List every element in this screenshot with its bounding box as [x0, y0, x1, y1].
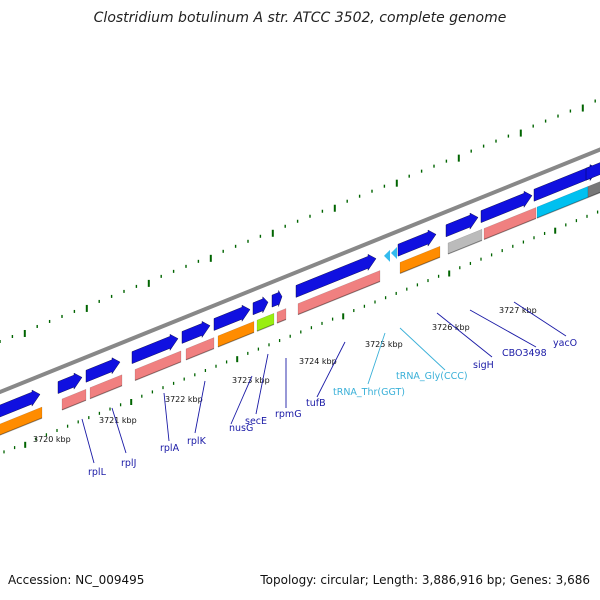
scale-labels: 3720 kbp 3721 kbp 3722 kbp 3723 kbp 3724 kbp…	[33, 306, 537, 444]
cds-feature	[185, 337, 215, 361]
gene-label: yacO	[553, 338, 577, 349]
cds-edge	[89, 385, 123, 400]
gene-label: rplA	[160, 443, 180, 454]
scale-label: 3722 kbp	[165, 395, 203, 404]
callout-line	[436, 312, 493, 358]
cds-edge	[447, 239, 483, 255]
cds-edge	[217, 331, 255, 348]
cds-feature	[213, 304, 251, 331]
cds-edge	[0, 417, 43, 436]
cds-feature	[447, 228, 483, 255]
trna-feature	[391, 247, 397, 260]
callout-line	[316, 341, 346, 398]
cds-feature	[271, 289, 283, 308]
cds-feature	[445, 212, 479, 238]
cds-edge	[61, 399, 87, 411]
cds-edge	[587, 191, 600, 198]
callout-line	[81, 418, 95, 464]
cds-feature	[89, 374, 123, 399]
accession-text: Accession: NC_009495	[8, 573, 145, 587]
cds-feature	[276, 308, 287, 324]
cds-feature	[480, 190, 533, 223]
gene-label: tRNA_Gly(CCC)	[396, 371, 468, 382]
cds-feature	[297, 270, 381, 315]
cds-feature	[181, 321, 211, 344]
backbone-line	[0, 147, 600, 395]
gene-label: CBO3498	[502, 348, 547, 359]
map-title: Clostridium botulinum A str. ATCC 3502, …	[93, 10, 507, 26]
trna-feature	[384, 249, 390, 262]
cds-feature	[399, 245, 441, 274]
callout-line	[194, 380, 206, 434]
callout-line	[469, 309, 537, 348]
cds-feature	[483, 207, 537, 240]
callout-line	[367, 332, 386, 385]
cds-edge	[536, 196, 589, 219]
cds-feature	[587, 181, 600, 198]
scale-tick-row	[3, 210, 599, 454]
cds-edge	[134, 361, 182, 382]
callout-line	[111, 407, 127, 454]
cds-feature	[295, 253, 377, 298]
topology-summary: Topology: circular; Length: 3,886,916 bp…	[260, 573, 590, 587]
cds-feature	[585, 162, 600, 181]
cds-feature	[0, 389, 41, 418]
reverse-strand-track	[0, 181, 600, 436]
cds-feature	[217, 321, 255, 348]
gene-label: rplL	[88, 467, 107, 478]
cds-edge	[185, 347, 215, 361]
callout-line	[255, 353, 269, 415]
gene-label: secE	[245, 416, 267, 427]
genome-backbone	[0, 147, 600, 395]
forward-strand-track	[0, 162, 600, 418]
callout-line	[399, 327, 446, 371]
cds-feature	[61, 388, 87, 411]
scale-label: 3721 kbp	[99, 416, 137, 425]
cds-feature	[256, 313, 275, 332]
scale-label: 3726 kbp	[432, 323, 470, 332]
scale-label: 3723 kbp	[232, 376, 270, 385]
cds-edge	[256, 323, 275, 332]
scale-label: 3724 kbp	[299, 357, 337, 366]
scale-label: 3720 kbp	[33, 435, 71, 444]
gene-label: tufB	[306, 398, 326, 409]
cds-edge	[399, 256, 441, 274]
gene-label: tRNA_Thr(GGT)	[333, 387, 405, 398]
cds-edge	[483, 217, 537, 241]
gene-label: rplJ	[121, 458, 136, 469]
cds-feature	[0, 406, 43, 436]
callout-line	[163, 392, 170, 442]
gene-label: nusG	[229, 423, 253, 434]
gene-label: rpmG	[275, 409, 302, 420]
cds-feature	[252, 296, 269, 316]
cds-edge	[297, 280, 381, 316]
scale-label: 3727 kbp	[499, 306, 537, 315]
cds-edge	[276, 318, 287, 324]
gene-label: sigH	[473, 360, 494, 371]
cds-feature	[131, 333, 179, 364]
cds-feature	[134, 350, 182, 381]
callout-line	[230, 375, 253, 425]
gene-label: rplK	[187, 436, 207, 447]
callout-line	[513, 301, 567, 337]
cds-feature	[85, 357, 121, 383]
scale-label: 3725 kbp	[365, 340, 403, 349]
cds-feature	[57, 372, 83, 394]
outer-tick-row	[0, 99, 596, 343]
cds-feature	[397, 229, 437, 257]
